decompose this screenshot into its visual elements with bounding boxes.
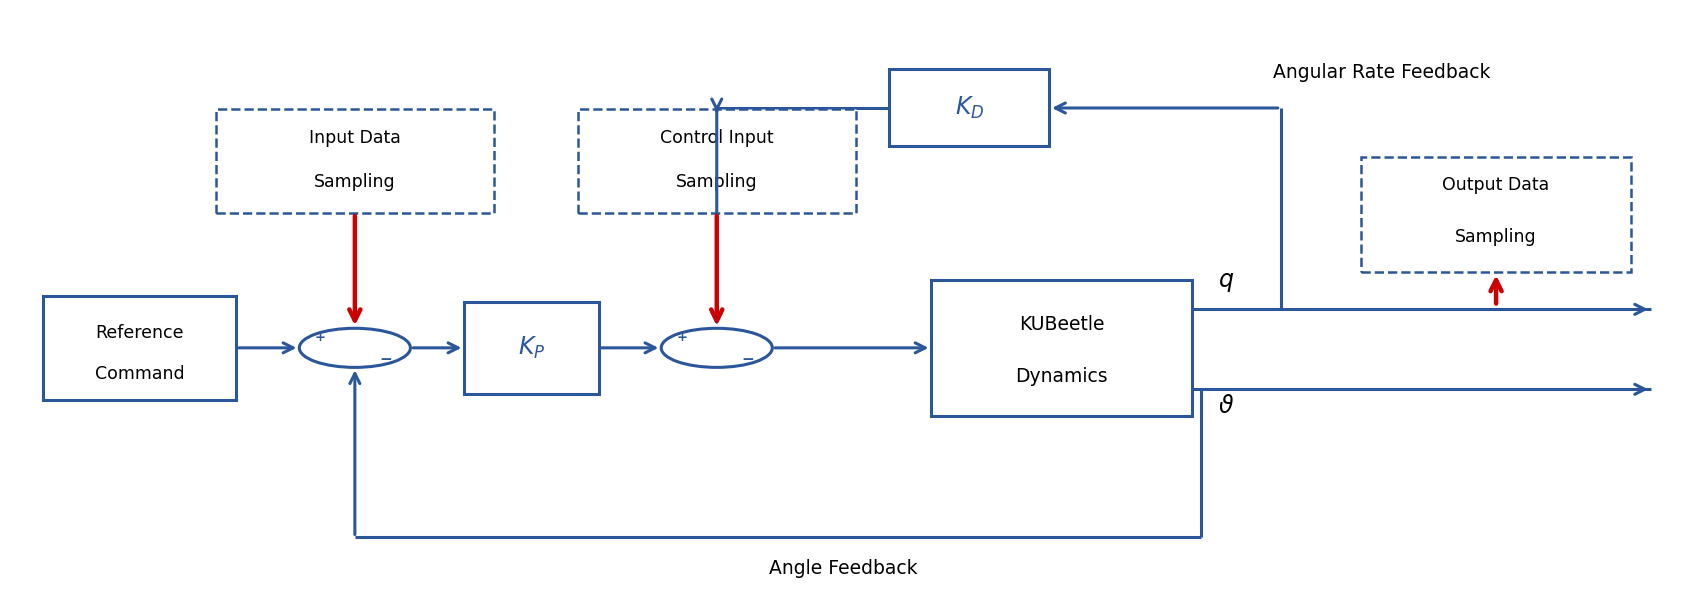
Circle shape <box>300 328 410 367</box>
Text: KUBeetle: KUBeetle <box>1018 315 1104 334</box>
Text: Reference: Reference <box>94 324 184 342</box>
Text: +: + <box>676 331 688 343</box>
Bar <box>464 302 599 394</box>
Text: Dynamics: Dynamics <box>1015 367 1108 386</box>
Text: +: + <box>315 331 325 343</box>
Text: Control Input: Control Input <box>659 129 774 146</box>
Text: $K_P$: $K_P$ <box>518 335 545 361</box>
Bar <box>578 109 855 213</box>
Text: $\vartheta$: $\vartheta$ <box>1217 394 1234 418</box>
Bar <box>42 296 236 400</box>
Bar <box>931 280 1192 416</box>
Text: Sampling: Sampling <box>1455 228 1538 246</box>
Bar <box>1361 157 1630 273</box>
Text: Sampling: Sampling <box>314 173 396 191</box>
Text: Command: Command <box>94 365 184 384</box>
Text: −: − <box>740 352 754 368</box>
Bar <box>889 70 1049 146</box>
Text: Sampling: Sampling <box>676 173 757 191</box>
Text: Output Data: Output Data <box>1443 176 1549 194</box>
Text: Input Data: Input Data <box>309 129 401 146</box>
Text: $K_D$: $K_D$ <box>954 95 985 121</box>
Circle shape <box>661 328 772 367</box>
Text: −: − <box>379 352 391 368</box>
Bar <box>216 109 494 213</box>
Text: $q$: $q$ <box>1217 270 1234 294</box>
Text: Angle Feedback: Angle Feedback <box>769 559 917 578</box>
Text: Angular Rate Feedback: Angular Rate Feedback <box>1273 63 1490 82</box>
